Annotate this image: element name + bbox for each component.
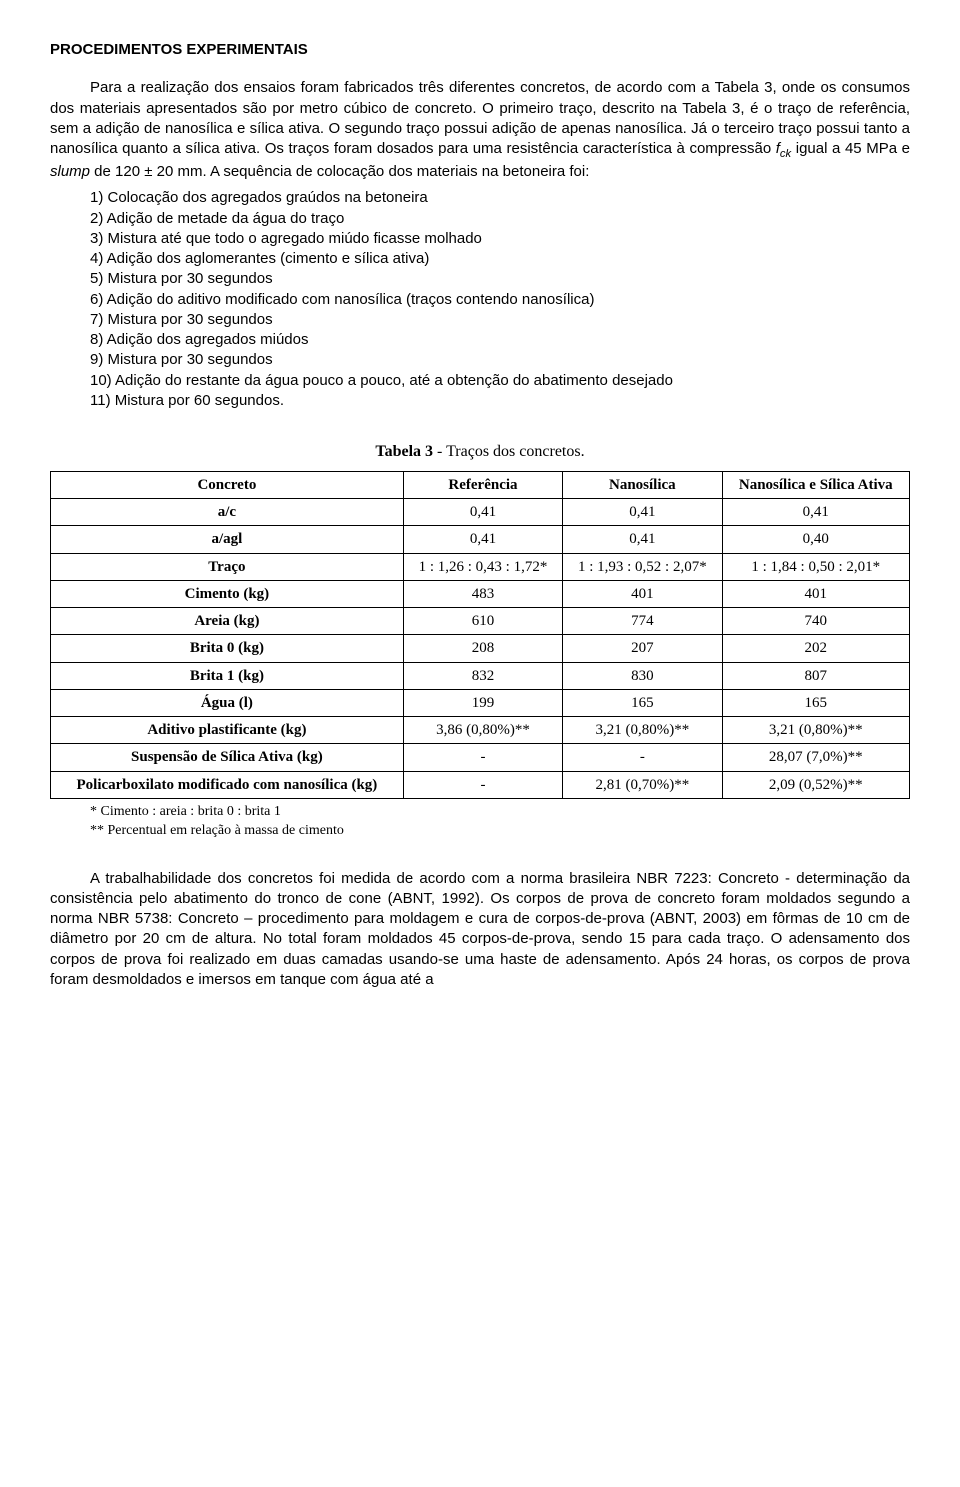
intro-paragraph: Para a realização dos ensaios foram fabr… [50, 78, 910, 182]
section-title: PROCEDIMENTOS EXPERIMENTAIS [50, 40, 910, 60]
row-label: Policarboxilato modificado com nanosílic… [51, 771, 404, 798]
row-label: a/c [51, 499, 404, 526]
list-item: 6) Adição do aditivo modificado com nano… [90, 290, 910, 310]
table-cell: 740 [722, 608, 909, 635]
table-cell: 165 [722, 689, 909, 716]
table-cell: 2,09 (0,52%)** [722, 771, 909, 798]
table-row: Suspensão de Sílica Ativa (kg)--28,07 (7… [51, 744, 910, 771]
table-caption: Tabela 3 - Traços dos concretos. [50, 441, 910, 463]
table-cell: 199 [403, 689, 562, 716]
col-header: Referência [403, 471, 562, 498]
table-cell: 28,07 (7,0%)** [722, 744, 909, 771]
table-row: Água (l)199165165 [51, 689, 910, 716]
table-cell: 207 [563, 635, 722, 662]
table-row: Cimento (kg)483401401 [51, 580, 910, 607]
table-row: Policarboxilato modificado com nanosílic… [51, 771, 910, 798]
row-label: Traço [51, 553, 404, 580]
table-cell: 610 [403, 608, 562, 635]
row-label: Suspensão de Sílica Ativa (kg) [51, 744, 404, 771]
list-item: 1) Colocação dos agregados graúdos na be… [90, 188, 910, 208]
steps-list: 1) Colocação dos agregados graúdos na be… [50, 188, 910, 411]
list-item: 8) Adição dos agregados miúdos [90, 330, 910, 350]
table-cell: 0,41 [403, 499, 562, 526]
row-label: Aditivo plastificante (kg) [51, 717, 404, 744]
table-cell: 401 [722, 580, 909, 607]
list-item: 3) Mistura até que todo o agregado miúdo… [90, 229, 910, 249]
table-cell: 774 [563, 608, 722, 635]
row-label: Areia (kg) [51, 608, 404, 635]
row-label: Água (l) [51, 689, 404, 716]
table-cell: 483 [403, 580, 562, 607]
col-header: Concreto [51, 471, 404, 498]
table-row: Brita 0 (kg)208207202 [51, 635, 910, 662]
fck-symbol: fck [776, 140, 791, 157]
list-item: 10) Adição do restante da água pouco a p… [90, 371, 910, 391]
table-cell: - [563, 744, 722, 771]
table-footnotes: * Cimento : areia : brita 0 : brita 1 **… [50, 803, 910, 841]
caption-bold: Tabela 3 [375, 443, 433, 460]
table-row: a/c0,410,410,41 [51, 499, 910, 526]
footnote: * Cimento : areia : brita 0 : brita 1 [90, 803, 910, 822]
closing-paragraph: A trabalhabilidade dos concretos foi med… [50, 869, 910, 991]
row-label: Brita 1 (kg) [51, 662, 404, 689]
table-cell: 807 [722, 662, 909, 689]
list-item: 11) Mistura por 60 segundos. [90, 391, 910, 411]
slump-word: slump [50, 163, 90, 180]
table-cell: 0,41 [403, 526, 562, 553]
spacer [50, 841, 910, 869]
fck-sub: ck [780, 148, 791, 160]
table-cell: 0,41 [563, 526, 722, 553]
table-cell: - [403, 744, 562, 771]
para1c-text: de 120 ± 20 mm. A sequência de colocação… [90, 163, 589, 180]
traco-table: Concreto Referência Nanosílica Nanosílic… [50, 471, 910, 799]
list-item: 7) Mistura por 30 segundos [90, 310, 910, 330]
table-cell: - [403, 771, 562, 798]
list-item: 4) Adição dos aglomerantes (cimento e sí… [90, 249, 910, 269]
table-row: Brita 1 (kg)832830807 [51, 662, 910, 689]
table-header-row: Concreto Referência Nanosílica Nanosílic… [51, 471, 910, 498]
table-cell: 3,21 (0,80%)** [722, 717, 909, 744]
table-cell: 0,41 [563, 499, 722, 526]
table-cell: 0,41 [722, 499, 909, 526]
caption-rest: - Traços dos concretos. [433, 443, 585, 460]
list-item: 2) Adição de metade da água do traço [90, 209, 910, 229]
table-cell: 401 [563, 580, 722, 607]
para1b-text: igual a 45 MPa e [791, 140, 910, 157]
table-cell: 202 [722, 635, 909, 662]
table-row: Traço1 : 1,26 : 0,43 : 1,72*1 : 1,93 : 0… [51, 553, 910, 580]
table-row: Aditivo plastificante (kg)3,86 (0,80%)**… [51, 717, 910, 744]
table-cell: 3,21 (0,80%)** [563, 717, 722, 744]
table-row: a/agl0,410,410,40 [51, 526, 910, 553]
table-cell: 832 [403, 662, 562, 689]
table-cell: 2,81 (0,70%)** [563, 771, 722, 798]
footnote: ** Percentual em relação à massa de cime… [90, 822, 910, 841]
table-cell: 165 [563, 689, 722, 716]
table-cell: 1 : 1,84 : 0,50 : 2,01* [722, 553, 909, 580]
table-cell: 208 [403, 635, 562, 662]
table-cell: 1 : 1,26 : 0,43 : 1,72* [403, 553, 562, 580]
list-item: 5) Mistura por 30 segundos [90, 269, 910, 289]
table-cell: 1 : 1,93 : 0,52 : 2,07* [563, 553, 722, 580]
row-label: a/agl [51, 526, 404, 553]
col-header: Nanosílica e Sílica Ativa [722, 471, 909, 498]
list-item: 9) Mistura por 30 segundos [90, 350, 910, 370]
col-header: Nanosílica [563, 471, 722, 498]
row-label: Brita 0 (kg) [51, 635, 404, 662]
table-cell: 3,86 (0,80%)** [403, 717, 562, 744]
row-label: Cimento (kg) [51, 580, 404, 607]
table-cell: 0,40 [722, 526, 909, 553]
table-row: Areia (kg)610774740 [51, 608, 910, 635]
table-cell: 830 [563, 662, 722, 689]
